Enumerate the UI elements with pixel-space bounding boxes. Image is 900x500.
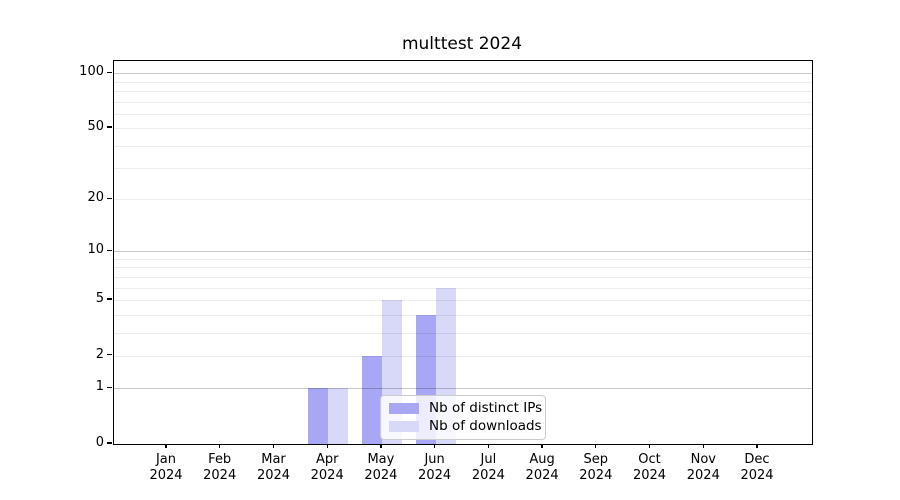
legend-swatch-distinct-ips-icon [389, 403, 419, 414]
gridline-3 [114, 332, 812, 334]
legend-label-downloads: Nb of downloads [429, 418, 542, 434]
legend-item-distinct-ips: Nb of distinct IPs [381, 401, 545, 417]
x-label-year: 2024 [149, 467, 183, 483]
gridline-100 [114, 73, 812, 75]
y-axis-tick-label: 5 [95, 291, 104, 306]
y-tick-mark-20 [107, 197, 112, 200]
x-tick-mark-jul [487, 444, 490, 449]
y-tick-mark-100 [107, 71, 112, 73]
x-axis-tick-label-jul: Jul 2024 [456, 452, 520, 483]
x-label-month: Sep [583, 452, 609, 467]
plot-area: Nb of distinct IPs Nb of downloads [113, 60, 813, 445]
x-axis-tick-label-apr: Apr 2024 [295, 452, 359, 483]
x-axis-tick-label-oct: Oct 2024 [618, 452, 682, 483]
x-label-year: 2024 [310, 467, 344, 483]
bar-distinct-ips-may-2024 [361, 355, 382, 444]
y-axis-tick-label: 100 [79, 64, 104, 80]
x-label-year: 2024 [579, 467, 613, 483]
y-tick-mark-5 [107, 298, 112, 300]
x-tick-mark-may [380, 444, 382, 449]
x-label-year: 2024 [418, 467, 452, 483]
gridline-9 [114, 259, 812, 260]
gridline-6 [114, 287, 812, 289]
gridline-40 [114, 145, 812, 147]
gridline-1 [114, 388, 812, 390]
x-label-month: Nov [690, 452, 716, 467]
y-axis-tick-label: 2 [95, 346, 104, 362]
gridline-80 [114, 90, 812, 92]
y-tick-mark-10 [107, 249, 112, 251]
x-axis-tick-label-sep: Sep 2024 [564, 452, 628, 483]
x-axis-tick-label-nov: Nov 2024 [671, 452, 735, 483]
x-tick-mark-dec [756, 444, 758, 449]
legend-swatch-downloads-icon [389, 421, 419, 432]
y-axis-tick-label: 20 [87, 190, 104, 206]
x-label-year: 2024 [203, 467, 237, 483]
gridline-30 [114, 168, 812, 170]
x-tick-mark-apr [326, 444, 328, 449]
x-axis-tick-label-feb: Feb 2024 [188, 452, 252, 483]
x-label-year: 2024 [525, 467, 559, 483]
legend-label-distinct-ips: Nb of distinct IPs [429, 400, 543, 416]
y-tick-mark-0 [107, 442, 112, 444]
y-tick-mark-50 [107, 126, 112, 128]
x-tick-mark-oct [648, 444, 651, 449]
x-tick-mark-aug [541, 444, 543, 449]
x-label-month: Mar [261, 452, 286, 467]
x-label-year: 2024 [632, 467, 667, 483]
x-label-month: Jun [424, 452, 445, 467]
y-axis-tick-label: 1 [95, 379, 104, 395]
x-label-month: Dec [744, 452, 770, 467]
x-label-year: 2024 [740, 467, 774, 483]
gridline-5 [114, 300, 812, 301]
x-label-year: 2024 [256, 467, 291, 483]
bar-downloads-apr-2024 [328, 388, 349, 444]
x-label-month: Jan [155, 452, 177, 467]
gridline-50 [114, 128, 812, 130]
x-axis-tick-label-dec: Dec 2024 [725, 452, 789, 483]
gridline-20 [114, 199, 812, 201]
y-tick-mark-2 [107, 354, 112, 356]
gridline-60 [114, 113, 812, 115]
x-label-month: Jul [480, 452, 497, 467]
x-tick-mark-jan [165, 444, 167, 449]
gridline-2 [114, 355, 812, 357]
legend: Nb of distinct IPs Nb of downloads [380, 395, 546, 440]
gridline-10 [114, 251, 812, 253]
x-axis-tick-label-jun: Jun 2024 [403, 452, 467, 483]
chart-title: multtest 2024 [401, 34, 523, 54]
x-label-month: Oct [638, 452, 661, 467]
gridline-90 [114, 81, 812, 83]
x-tick-mark-jun [433, 444, 436, 449]
y-axis-tick-label: 50 [87, 119, 104, 135]
x-tick-mark-feb [219, 444, 221, 449]
gridline-4 [114, 314, 812, 316]
bar-distinct-ips-apr-2024 [308, 388, 329, 444]
y-tick-mark-1 [107, 386, 112, 388]
legend-item-downloads: Nb of downloads [381, 419, 545, 435]
x-axis-tick-label-may: May 2024 [349, 452, 413, 483]
x-tick-mark-nov [702, 444, 704, 449]
gridline-7 [114, 276, 812, 278]
x-label-month: Aug [529, 452, 555, 467]
gridline-70 [114, 101, 812, 103]
x-label-year: 2024 [364, 467, 398, 483]
x-label-month: May [367, 452, 395, 467]
gridline-8 [114, 267, 812, 269]
x-axis-tick-label-aug: Aug 2024 [510, 452, 574, 483]
y-axis-tick-label: 10 [87, 242, 104, 258]
y-axis-tick-label: 0 [95, 435, 104, 450]
x-label-year: 2024 [686, 467, 720, 483]
x-tick-mark-sep [595, 444, 597, 449]
x-label-month: Apr [315, 452, 339, 467]
x-axis-tick-label-mar: Mar 2024 [242, 452, 306, 483]
x-label-month: Feb [208, 452, 232, 467]
x-tick-mark-mar [272, 444, 275, 449]
x-axis-tick-label-jan: Jan 2024 [134, 452, 198, 483]
x-label-year: 2024 [471, 467, 505, 483]
